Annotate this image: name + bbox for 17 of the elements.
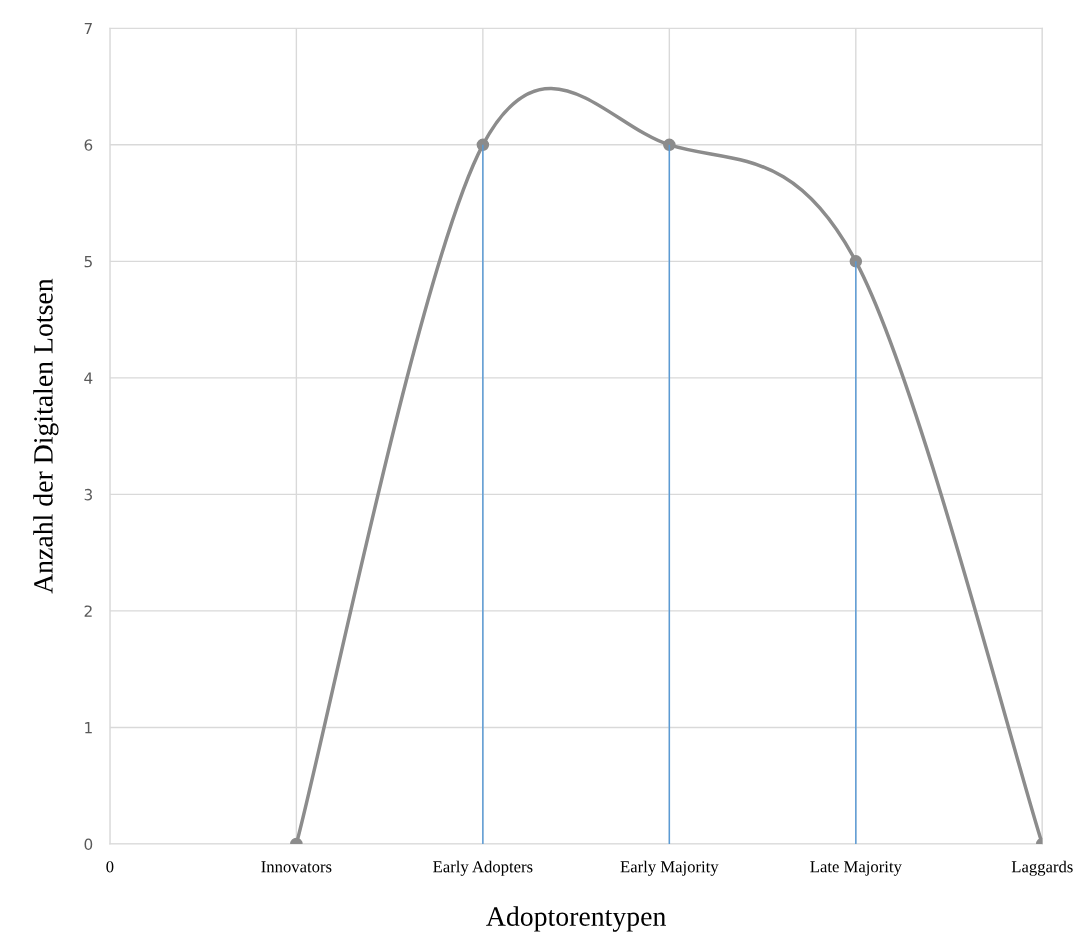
- y-tick-label: 5: [84, 256, 92, 268]
- point: [663, 138, 676, 152]
- y-tick-label: 3: [84, 488, 92, 501]
- x-tick-label: 0: [106, 861, 114, 873]
- y-axis-title: Anzahl der Digitalen Lotsen: [33, 278, 59, 594]
- x-tick-label: Late Majority: [810, 861, 902, 876]
- y-tick-label: 7: [84, 22, 92, 35]
- y-tick-label: 2: [84, 605, 92, 617]
- y-tick-label: 6: [84, 139, 93, 151]
- x-axis-title: Adoptorentypen: [486, 906, 666, 932]
- y-tick-label: 4: [84, 372, 93, 384]
- y-tick-label: 0: [84, 838, 93, 851]
- x-tick-label: Laggards: [1011, 860, 1073, 876]
- y-tick-label: 1: [85, 722, 92, 734]
- x-tick-label: Innovators: [261, 861, 332, 873]
- x-tick-label: Early Majority: [620, 860, 719, 876]
- x-tick-label: Early Adopters: [433, 860, 533, 876]
